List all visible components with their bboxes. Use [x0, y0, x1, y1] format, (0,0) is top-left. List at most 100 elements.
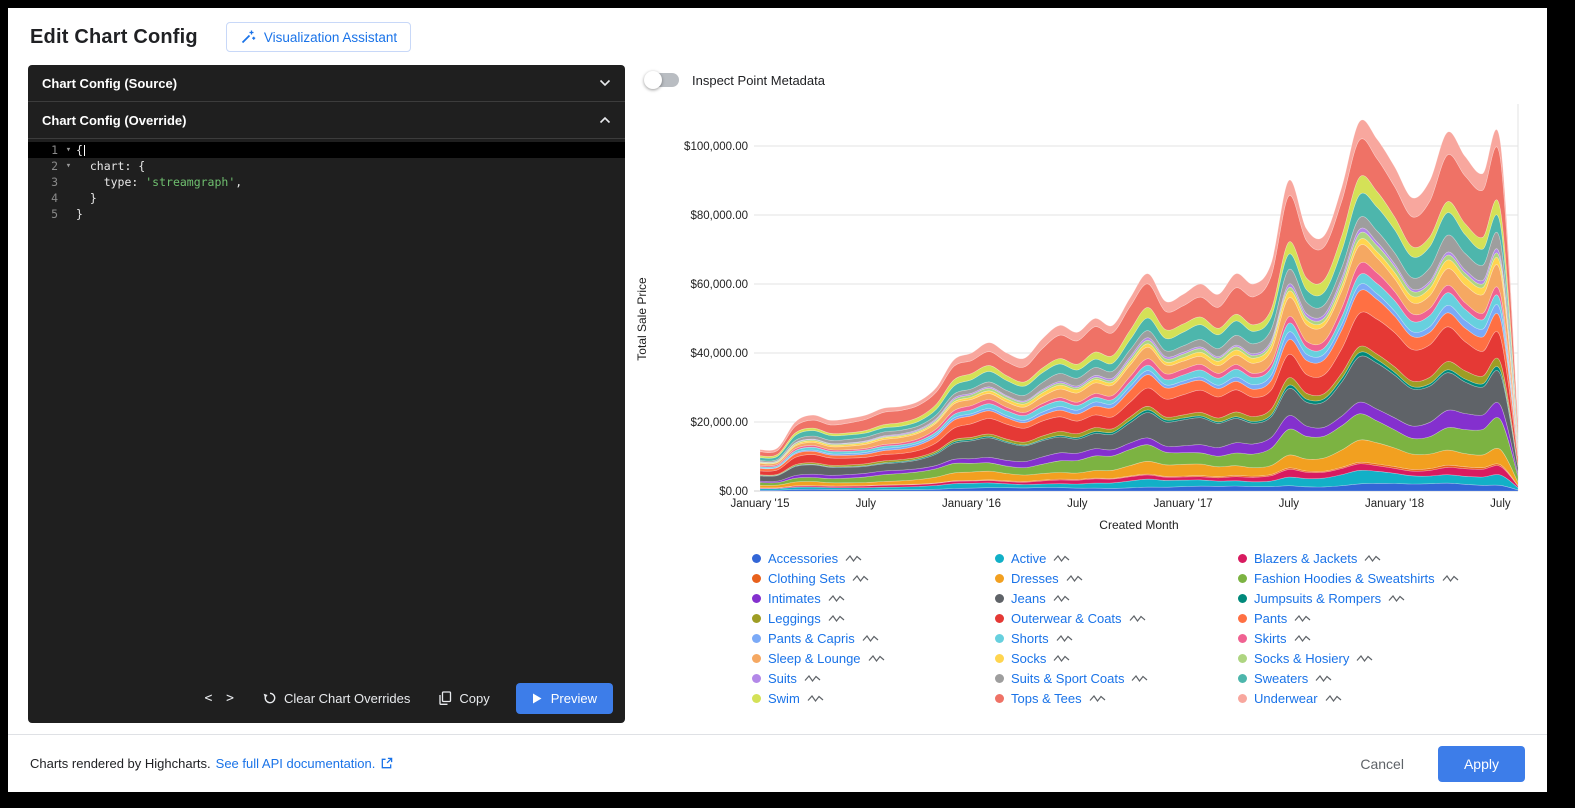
code-text: } — [76, 191, 97, 205]
legend-item[interactable]: Pants — [1238, 611, 1481, 626]
legend-label: Dresses — [1011, 571, 1059, 586]
legend-item[interactable]: Accessories — [752, 551, 995, 566]
legend-item[interactable]: Socks & Hosiery — [1238, 651, 1481, 666]
x-axis-tick-label: July — [856, 498, 877, 510]
dialog-header: Edit Chart Config Visualization Assistan… — [8, 8, 1547, 52]
override-section-title: Chart Config (Override) — [42, 112, 187, 128]
legend-item[interactable]: Suits — [752, 671, 995, 686]
legend-label: Shorts — [1011, 631, 1049, 646]
legend-item[interactable]: Sleep & Lounge — [752, 651, 995, 666]
chart-config-panel: Chart Config (Source) Chart Config (Over… — [28, 65, 625, 723]
code-line: 4 } — [28, 190, 625, 206]
legend-label: Intimates — [768, 591, 821, 606]
apply-button[interactable]: Apply — [1437, 745, 1525, 782]
code-text: type: 'streamgraph', — [76, 175, 243, 189]
legend-dot — [752, 634, 761, 643]
legend-label: Pants & Capris — [768, 631, 855, 646]
legend-item[interactable]: Tops & Tees — [995, 691, 1238, 706]
legend-dot — [995, 634, 1004, 643]
legend-label: Socks — [1011, 651, 1047, 666]
legend-label: Underwear — [1254, 691, 1318, 706]
clear-chart-overrides-button[interactable]: Clear Chart Overrides — [261, 687, 412, 710]
sparkline-icon — [862, 635, 879, 643]
footer-note-area: Charts rendered by Highcharts. See full … — [30, 756, 393, 771]
legend-label: Tops & Tees — [1011, 691, 1082, 706]
sparkline-icon — [1053, 595, 1070, 603]
chevron-down-icon[interactable] — [599, 79, 611, 87]
legend-item[interactable]: Skirts — [1238, 631, 1481, 646]
stacked-area-chart[interactable]: $0.00 $20,000.00 $40,000.00 $60,000.00 $80,0… — [630, 94, 1542, 542]
legend-item[interactable]: Outerwear & Coats — [995, 611, 1238, 626]
legend-item[interactable]: Pants & Capris — [752, 631, 995, 646]
api-doc-link[interactable]: See full API documentation. — [215, 756, 376, 771]
sparkline-icon — [1066, 575, 1083, 583]
legend-item[interactable]: Dresses — [995, 571, 1238, 586]
legend-item[interactable]: Underwear — [1238, 691, 1481, 706]
legend-item[interactable]: Active — [995, 551, 1238, 566]
sparkline-icon — [1442, 575, 1459, 583]
y-axis-tick-label: $0.00 — [719, 486, 748, 498]
series-area — [759, 482, 1519, 492]
y-axis-tick-label: $100,000.00 — [684, 141, 748, 153]
sparkline-icon — [852, 575, 869, 583]
visualization-assistant-button[interactable]: Visualization Assistant — [225, 22, 412, 52]
legend-item[interactable]: Jeans — [995, 591, 1238, 606]
cancel-button[interactable]: Cancel — [1354, 748, 1410, 780]
legend-dot — [995, 614, 1004, 623]
legend-item[interactable]: Suits & Sport Coats — [995, 671, 1238, 686]
chart-legend: Accessories Active Blazers & Jackets Clothi… — [752, 551, 1545, 706]
legend-dot — [752, 594, 761, 603]
line-number: 3 — [51, 175, 58, 189]
fold-icon[interactable]: ▾ — [65, 161, 72, 171]
code-icon[interactable]: < > — [204, 690, 237, 706]
inspect-toggle-row: Inspect Point Metadata — [644, 70, 1545, 90]
y-axis-tick-label: $60,000.00 — [690, 279, 748, 291]
code-line: 3 type: 'streamgraph', — [28, 174, 625, 190]
x-axis-tick-label: July — [1067, 498, 1088, 510]
inspect-point-metadata-toggle[interactable] — [644, 71, 679, 89]
legend-item[interactable]: Fashion Hoodies & Sweatshirts — [1238, 571, 1481, 586]
edit-chart-config-dialog: Edit Chart Config Visualization Assistan… — [8, 8, 1547, 792]
fold-icon[interactable]: ▾ — [65, 145, 72, 155]
external-link-icon[interactable] — [380, 757, 393, 770]
legend-item[interactable]: Shorts — [995, 631, 1238, 646]
legend-item[interactable]: Clothing Sets — [752, 571, 995, 586]
chevron-up-icon[interactable] — [599, 116, 611, 124]
preview-button[interactable]: Preview — [515, 682, 613, 714]
legend-label: Swim — [768, 691, 800, 706]
chart-config-source-header[interactable]: Chart Config (Source) — [28, 65, 625, 102]
chart-config-override-header[interactable]: Chart Config (Override) — [28, 102, 625, 139]
legend-item[interactable]: Leggings — [752, 611, 995, 626]
legend-item[interactable]: Sweaters — [1238, 671, 1481, 686]
sparkline-icon — [1056, 635, 1072, 643]
series-area — [759, 119, 1519, 453]
sparkline-icon — [1089, 695, 1105, 703]
sparkline-icon — [807, 695, 824, 703]
x-axis-title: Created Month — [1099, 518, 1178, 532]
legend-dot — [1238, 554, 1247, 563]
sparkline-icon — [804, 675, 821, 683]
chart-preview-pane: Inspect Point Metadata $0.00 $20,000.00 $4… — [630, 65, 1545, 733]
code-editor[interactable]: 1 ▾{2 ▾ chart: {3 type: 'streamgraph', 4 } 5… — [28, 139, 625, 673]
legend-item[interactable]: Socks — [995, 651, 1238, 666]
source-section-title: Chart Config (Source) — [42, 75, 178, 91]
legend-item[interactable]: Intimates — [752, 591, 995, 606]
highcharts-note: Charts rendered by Highcharts. — [30, 756, 211, 771]
legend-dot — [995, 694, 1004, 703]
clear-chart-overrides-label: Clear Chart Overrides — [283, 690, 411, 706]
legend-dot — [1238, 654, 1247, 663]
legend-item[interactable]: Blazers & Jackets — [1238, 551, 1481, 566]
dialog-footer: Charts rendered by Highcharts. See full … — [8, 734, 1547, 792]
x-axis-tick-label: January '18 — [1365, 498, 1424, 510]
play-icon — [532, 693, 542, 703]
sparkline-icon — [1325, 695, 1341, 703]
legend-label: Blazers & Jackets — [1254, 551, 1358, 566]
legend-label: Sweaters — [1254, 671, 1309, 686]
inspect-toggle-label: Inspect Point Metadata — [692, 72, 825, 88]
legend-item[interactable]: Swim — [752, 691, 995, 706]
legend-item[interactable]: Jumpsuits & Rompers — [1238, 591, 1481, 606]
code-line: 2 ▾ chart: { — [28, 158, 625, 174]
legend-label: Suits — [768, 671, 797, 686]
copy-button[interactable]: Copy — [436, 687, 491, 710]
